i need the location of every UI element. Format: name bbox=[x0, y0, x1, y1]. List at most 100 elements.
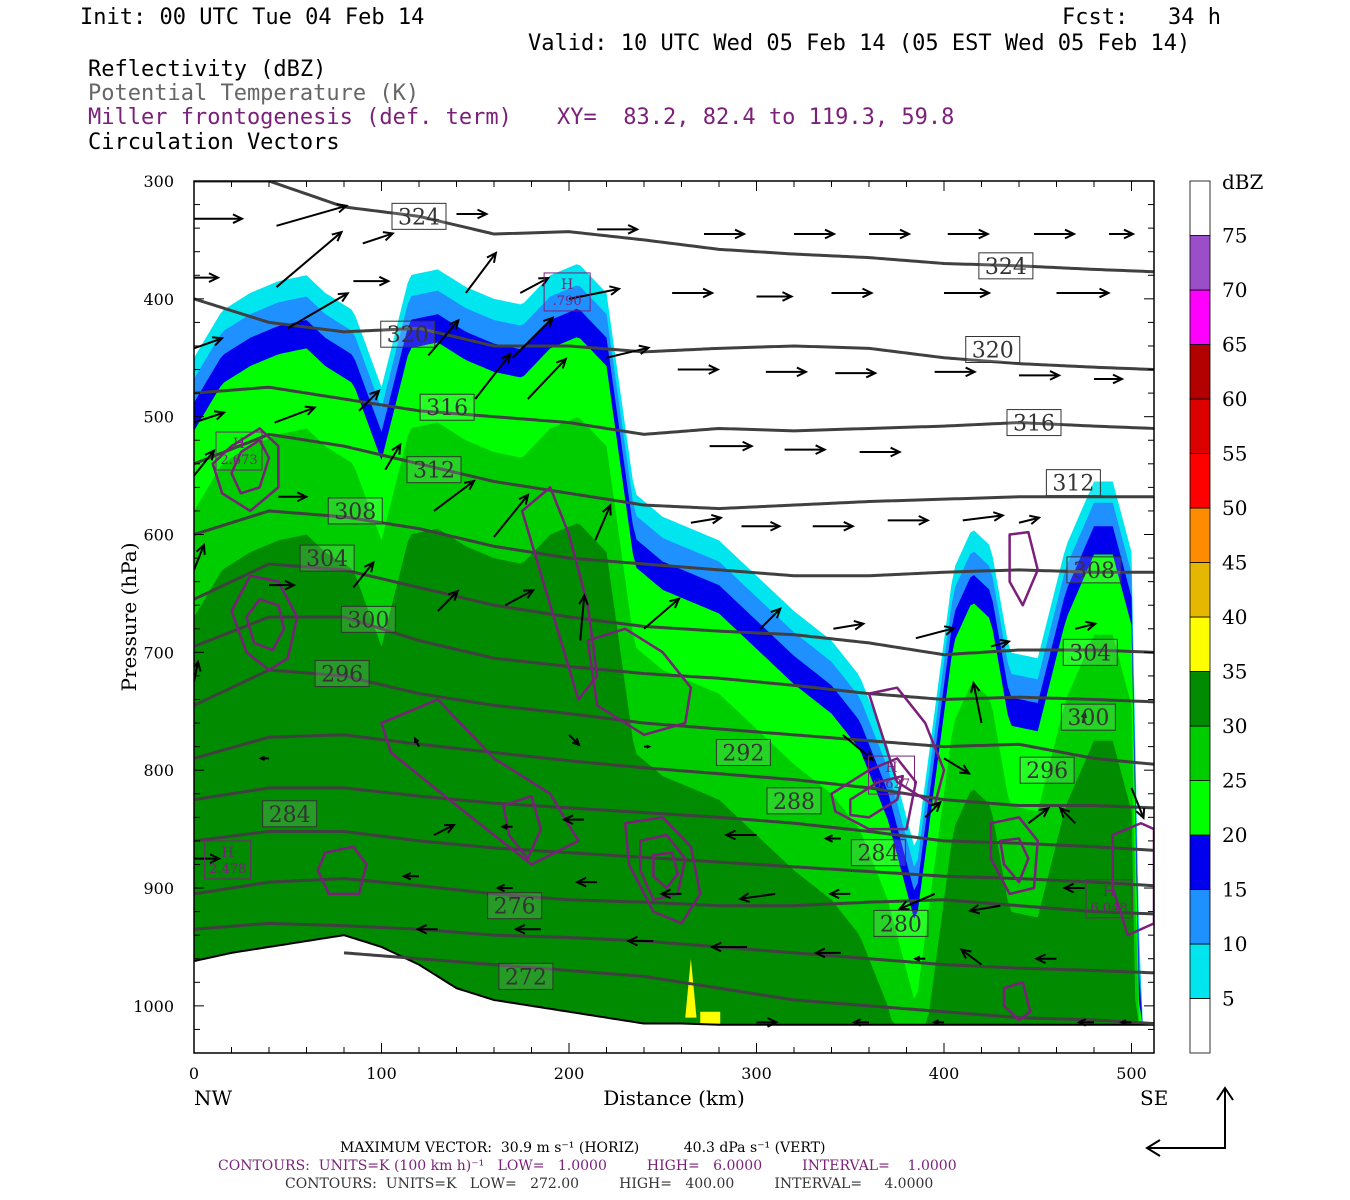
y-tick-label: 1000 bbox=[133, 997, 174, 1016]
theta-label-text: 280 bbox=[880, 912, 922, 937]
vector-shaft bbox=[899, 892, 936, 910]
vector-shaft bbox=[194, 337, 223, 350]
colorbar-label: 20 bbox=[1222, 823, 1247, 847]
theta-label-text: 284 bbox=[857, 842, 899, 867]
vector-head bbox=[337, 292, 350, 303]
y-tick-label: 500 bbox=[143, 408, 174, 427]
theta-contour-288 bbox=[194, 786, 1154, 852]
vector-head bbox=[413, 736, 420, 744]
theta-label-box bbox=[965, 336, 1021, 364]
vector-head bbox=[258, 755, 266, 762]
circulation-vector bbox=[1094, 373, 1125, 385]
vector-head bbox=[369, 389, 381, 401]
reflectivity-band bbox=[194, 523, 1154, 1025]
vector-head bbox=[890, 446, 902, 458]
circulation-vector bbox=[869, 228, 912, 240]
ground-fill bbox=[194, 935, 1154, 1053]
theta-label-text: 296 bbox=[321, 663, 363, 688]
vector-shaft bbox=[606, 346, 649, 359]
vector-head bbox=[967, 904, 981, 915]
theta-label: 304 bbox=[299, 544, 355, 572]
theta-label-box bbox=[314, 660, 370, 688]
circulation-vector bbox=[194, 336, 225, 350]
y-tick-label: 400 bbox=[143, 290, 174, 309]
theta-label: 296 bbox=[314, 660, 370, 688]
vector-head bbox=[627, 224, 640, 235]
theta-label: 316 bbox=[1006, 409, 1062, 437]
theta-label-text: 300 bbox=[1067, 706, 1109, 731]
theta-label: 308 bbox=[327, 497, 383, 525]
theta-label: 288 bbox=[766, 787, 822, 815]
vector-head bbox=[208, 272, 221, 283]
circulation-vectors bbox=[194, 203, 1146, 1028]
circulation-vector bbox=[1058, 806, 1076, 824]
theta-label: 312 bbox=[406, 456, 462, 484]
circulation-vector bbox=[597, 224, 640, 235]
vector-shaft bbox=[594, 505, 612, 541]
vector-head bbox=[463, 479, 476, 491]
theta-contour-324 bbox=[194, 181, 1154, 274]
theta-contours bbox=[194, 181, 1154, 1026]
miller-contour bbox=[502, 794, 543, 860]
vector-head bbox=[999, 638, 1012, 649]
reference-vector-head-v bbox=[1216, 1086, 1234, 1101]
vector-head bbox=[209, 853, 222, 864]
circulation-vector bbox=[1075, 620, 1098, 631]
theta-contour-300 bbox=[194, 615, 1154, 704]
theta-label: 296 bbox=[1019, 756, 1075, 784]
circulation-vector bbox=[500, 823, 513, 830]
vector-head bbox=[204, 448, 216, 461]
miller-contour bbox=[316, 845, 368, 896]
vector-head bbox=[708, 364, 721, 375]
vector-shaft bbox=[194, 449, 215, 477]
circulation-vector bbox=[527, 357, 568, 400]
vector-head bbox=[770, 607, 782, 619]
circulation-vector bbox=[990, 638, 1012, 649]
theta-label-box bbox=[1066, 556, 1122, 584]
vector-shaft bbox=[740, 892, 776, 900]
circulation-vector bbox=[513, 924, 541, 935]
x-tick-label: 300 bbox=[741, 1064, 772, 1083]
circulation-vector bbox=[474, 352, 512, 400]
theta-contour-304 bbox=[194, 562, 1154, 657]
vector-head bbox=[284, 579, 297, 591]
circulation-vector bbox=[794, 228, 837, 240]
circulation-vector bbox=[626, 935, 654, 947]
colorbar-label: 65 bbox=[1222, 333, 1247, 357]
theta-label: 272 bbox=[498, 962, 554, 990]
colorbar-swatch bbox=[1189, 671, 1211, 727]
vector-head bbox=[626, 935, 638, 947]
theta-label-text: 304 bbox=[1069, 641, 1111, 666]
theta-label-text: 272 bbox=[505, 965, 547, 990]
vector-shaft bbox=[427, 319, 460, 357]
vector-head bbox=[767, 1017, 779, 1028]
vector-head bbox=[296, 491, 309, 503]
vector-head bbox=[194, 659, 202, 672]
theta-contour-308 bbox=[194, 509, 1154, 578]
theta-label: 304 bbox=[1062, 638, 1118, 666]
y-tick-label: 700 bbox=[143, 643, 174, 662]
circulation-vector bbox=[704, 228, 747, 240]
circulation-vector bbox=[275, 230, 344, 288]
miller-contour bbox=[586, 627, 693, 737]
circulation-vector bbox=[278, 491, 309, 503]
vector-head bbox=[1029, 514, 1042, 525]
vector-head bbox=[815, 444, 827, 455]
circulation-vector bbox=[842, 734, 875, 762]
colorbar-label: 35 bbox=[1222, 660, 1247, 684]
theta-label-box bbox=[1060, 703, 1116, 731]
vector-head bbox=[232, 213, 245, 224]
plot-frame bbox=[193, 180, 1155, 1054]
reference-vector-head-h bbox=[1145, 1139, 1161, 1157]
legend-reflectivity: Reflectivity (dBZ) bbox=[88, 57, 327, 82]
circulation-vector bbox=[756, 1017, 779, 1028]
valid-time: Valid: 10 UTC Wed 05 Feb 14 (05 EST Wed … bbox=[528, 31, 1191, 56]
theta-label-text: 276 bbox=[494, 895, 536, 920]
vector-shaft bbox=[519, 277, 549, 294]
vector-head bbox=[897, 900, 910, 911]
colorbar-label: 5 bbox=[1222, 987, 1235, 1011]
theta-label-box bbox=[715, 739, 771, 767]
vector-shaft bbox=[970, 904, 1001, 912]
miller-maximum: H6.048 bbox=[1085, 879, 1133, 919]
vector-head bbox=[992, 511, 1006, 522]
